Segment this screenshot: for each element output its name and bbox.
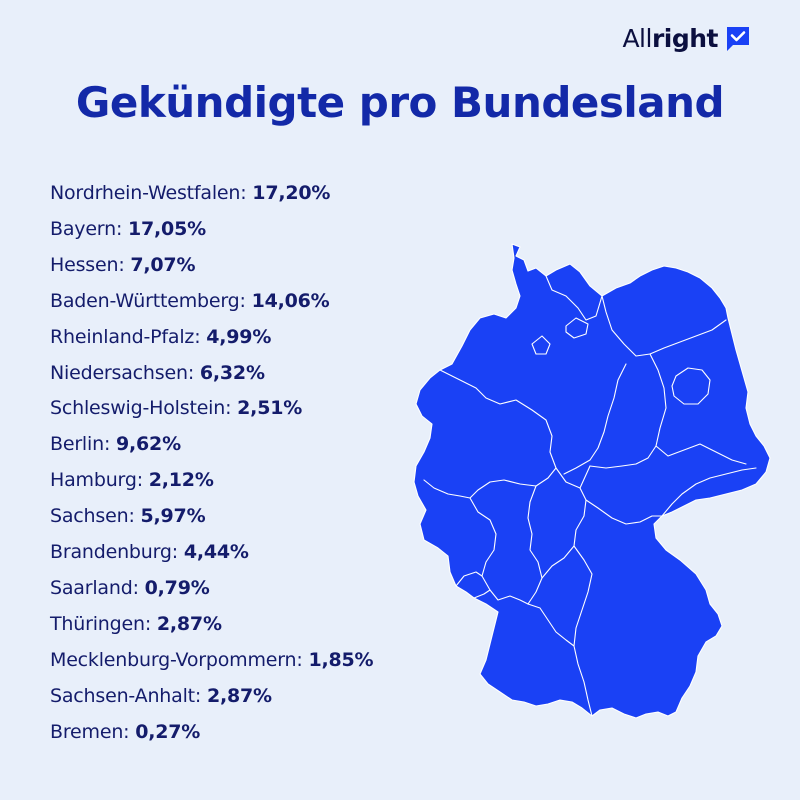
state-name: Mecklenburg-Vorpommern [50, 648, 297, 671]
state-name: Baden-Württemberg [50, 289, 240, 312]
state-value: 17,20% [252, 182, 331, 204]
state-value: 14,06% [251, 289, 330, 312]
state-name: Thüringen [50, 612, 145, 635]
state-name: Rheinland-Pfalz [50, 325, 195, 348]
list-item: Niedersachsen: 6,32% [50, 361, 265, 384]
hessen-west-border [527, 485, 543, 579]
hamburg-border [565, 317, 589, 339]
state-value: 2,87% [206, 684, 272, 707]
list-item: Nordrhein-Westfalen: 17,20% [50, 182, 331, 204]
state-value: 17,05% [127, 217, 206, 240]
state-value: 4,44% [183, 541, 249, 564]
state-name: Sachsen-Anhalt [50, 684, 195, 707]
list-item: Rheinland-Pfalz: 4,99% [50, 325, 272, 348]
sachsenanhalt-east-border [589, 445, 657, 469]
nrw-border [423, 369, 557, 499]
brand-name-light: All [622, 24, 652, 53]
check-chat-bubble-icon [727, 26, 749, 51]
thueringen-border [579, 465, 663, 525]
state-name: Hamburg [50, 469, 137, 492]
state-name: Bremen [50, 720, 124, 743]
niedersachsen-sachsenanhalt-border [563, 363, 627, 475]
rheinlandpfalz-border [469, 497, 529, 605]
list-item: Bremen: 0,27% [50, 720, 201, 743]
state-name: Nordrhein-Westfalen [50, 182, 241, 204]
list-item: Schleswig-Holstein: 2,51% [50, 397, 303, 420]
list-item: Thüringen: 2,87% [50, 612, 222, 635]
bremen-border [531, 335, 551, 355]
list-item: Brandenburg: 4,44% [50, 541, 249, 564]
state-value: 1,85% [308, 648, 374, 671]
state-name: Sachsen [50, 505, 129, 528]
brand-name-bold: right [651, 24, 719, 53]
schleswig-holstein-border [545, 275, 603, 321]
list-item: Berlin: 9,62% [50, 433, 181, 456]
list-item: Hessen: 7,07% [50, 253, 196, 276]
state-value: 0,79% [144, 576, 210, 599]
state-value: 6,32% [199, 361, 265, 384]
state-name: Berlin [50, 433, 104, 456]
germany-outline [413, 243, 771, 719]
germany-map [413, 243, 771, 719]
state-value: 0,27% [135, 720, 201, 743]
state-name: Hessen [50, 253, 119, 276]
list-item: Sachsen-Anhalt: 2,87% [50, 684, 272, 707]
brandenburg-border [649, 353, 747, 465]
berlin-region [671, 367, 711, 405]
state-name: Brandenburg [50, 541, 172, 564]
state-value: 2,51% [237, 397, 303, 420]
state-name: Bayern [50, 217, 116, 240]
list-item: Sachsen: 5,97% [50, 505, 206, 528]
state-value: 9,62% [115, 433, 181, 456]
page-title: Gekündigte pro Bundesland [75, 78, 725, 127]
list-item: Baden-Württemberg: 14,06% [50, 289, 330, 312]
list-item: Mecklenburg-Vorpommern: 1,85% [50, 648, 374, 671]
sachsen-border [661, 467, 757, 517]
hessen-border [527, 467, 587, 605]
state-value: 2,87% [156, 612, 222, 635]
saarland-border [455, 571, 491, 599]
state-value: 5,97% [140, 505, 206, 528]
list-item: Bayern: 17,05% [50, 217, 206, 240]
brand-logo: Allright [622, 24, 750, 53]
state-value: 4,99% [206, 325, 272, 348]
brand-name: Allright [622, 24, 718, 53]
list-item: Hamburg: 2,12% [50, 469, 214, 492]
state-name: Schleswig-Holstein [50, 397, 226, 420]
list-item: Saarland: 0,79% [50, 576, 210, 599]
bw-north-border [527, 603, 575, 647]
state-name: Niedersachsen [50, 361, 188, 384]
state-stats-list: Nordrhein-Westfalen: 17,20% Bayern: 17,0… [50, 176, 374, 751]
state-name: Saarland [50, 576, 133, 599]
bw-bayern-border [573, 545, 593, 717]
state-value: 7,07% [130, 253, 196, 276]
state-value: 2,12% [148, 469, 214, 492]
